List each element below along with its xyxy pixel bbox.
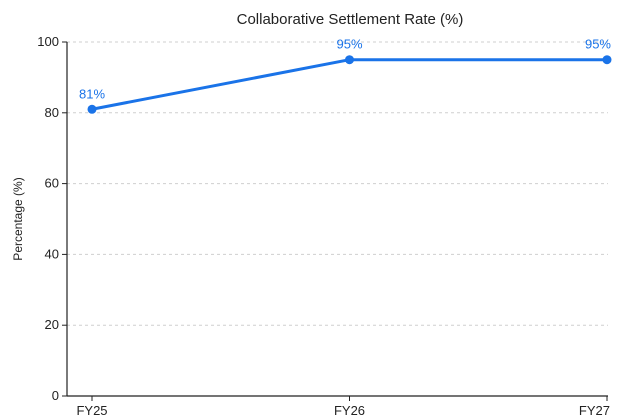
y-tick-label: 100 xyxy=(37,34,59,49)
data-labels: 81% 95% 95% xyxy=(79,37,611,102)
y-tick-label: 40 xyxy=(45,246,59,261)
data-point xyxy=(345,55,354,65)
grid-lines xyxy=(67,41,608,326)
y-axis-label: Percentage (%) xyxy=(11,177,25,260)
x-tick-label: FY27 xyxy=(579,403,610,418)
data-label: 95% xyxy=(336,37,362,52)
data-point xyxy=(87,104,97,114)
y-tick-label: 60 xyxy=(45,176,59,191)
data-label: 95% xyxy=(585,37,611,52)
chart-title: Collaborative Settlement Rate (%) xyxy=(237,11,464,28)
data-point xyxy=(602,55,612,65)
y-tick-label: 0 xyxy=(52,388,59,403)
y-tick-label: 20 xyxy=(45,317,59,332)
data-label: 81% xyxy=(79,86,105,101)
series-layer xyxy=(87,55,612,114)
x-tick-label: FY25 xyxy=(76,403,107,418)
tick-labels: 0 20 40 60 80 100 FY25 FY26 FY27 xyxy=(37,34,610,418)
x-tick-label: FY26 xyxy=(334,403,365,418)
series-line xyxy=(90,58,609,111)
y-tick-label: 80 xyxy=(45,105,59,120)
axes xyxy=(62,41,608,401)
